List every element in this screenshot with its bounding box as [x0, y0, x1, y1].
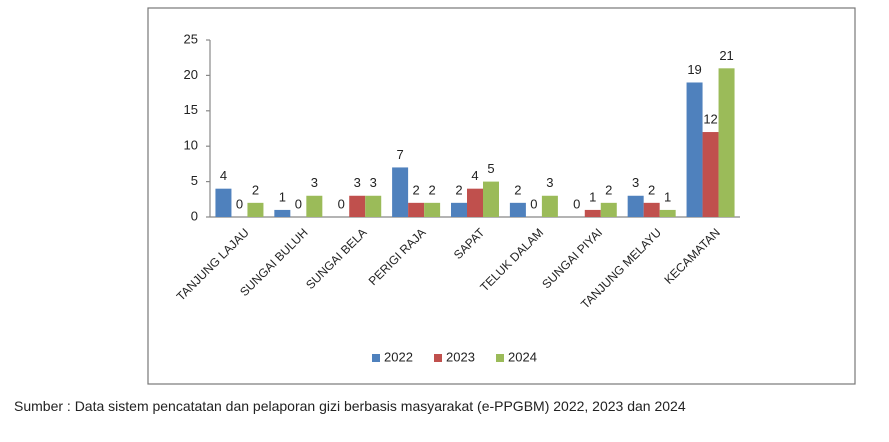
value-label: 3 — [311, 175, 318, 190]
y-tick-label: 20 — [184, 67, 198, 82]
value-label: 4 — [471, 168, 478, 183]
legend-label: 2024 — [508, 349, 537, 364]
value-label: 2 — [648, 182, 655, 197]
value-label: 0 — [295, 196, 302, 211]
bar — [274, 209, 291, 217]
bar — [686, 82, 703, 217]
bar — [509, 202, 526, 217]
value-label: 0 — [338, 196, 345, 211]
y-tick-label: 0 — [191, 208, 198, 223]
bar — [451, 202, 467, 217]
value-label: 3 — [354, 175, 361, 190]
value-label: 2 — [514, 182, 521, 197]
value-label: 2 — [605, 182, 612, 197]
legend-label: 2022 — [384, 349, 413, 364]
value-label: 0 — [573, 196, 580, 211]
y-tick-label: 10 — [184, 138, 198, 153]
value-label: 7 — [396, 147, 403, 162]
value-label: 2 — [412, 182, 419, 197]
caption: Sumber : Data sistem pencatatan dan pela… — [14, 398, 686, 414]
value-label: 1 — [589, 189, 596, 204]
bar — [659, 209, 676, 217]
value-label: 12 — [703, 111, 717, 126]
bar — [483, 181, 499, 217]
legend-swatch — [434, 354, 442, 362]
bar — [392, 167, 409, 217]
bar — [627, 195, 644, 217]
value-label: 3 — [632, 175, 639, 190]
value-label: 1 — [664, 189, 671, 204]
value-label: 1 — [279, 189, 286, 204]
value-label: 2 — [455, 182, 462, 197]
bar — [408, 202, 425, 217]
bar — [600, 202, 617, 217]
value-label: 2 — [252, 182, 259, 197]
value-label: 0 — [530, 196, 537, 211]
bar — [349, 195, 366, 217]
value-label: 3 — [546, 175, 553, 190]
value-label: 21 — [719, 48, 733, 63]
bar — [584, 209, 601, 217]
value-label: 0 — [236, 196, 243, 211]
bar — [247, 202, 264, 217]
value-label: 2 — [428, 182, 435, 197]
y-tick-label: 5 — [191, 173, 198, 188]
value-label: 5 — [487, 161, 494, 176]
bar — [702, 132, 719, 217]
bar — [365, 195, 382, 217]
chart-frame — [147, 7, 856, 385]
legend-label: 2023 — [446, 349, 475, 364]
legend-swatch — [372, 354, 380, 362]
bar — [718, 68, 735, 217]
bar — [643, 202, 660, 217]
y-tick-label: 15 — [184, 102, 198, 117]
bar — [215, 188, 232, 217]
bar — [424, 202, 441, 217]
bar — [541, 195, 558, 217]
value-label: 19 — [687, 62, 701, 77]
bar — [306, 195, 323, 217]
bar — [467, 188, 483, 217]
legend-swatch — [496, 354, 504, 362]
value-label: 3 — [370, 175, 377, 190]
y-tick-label: 25 — [184, 31, 198, 46]
value-label: 4 — [220, 168, 227, 183]
